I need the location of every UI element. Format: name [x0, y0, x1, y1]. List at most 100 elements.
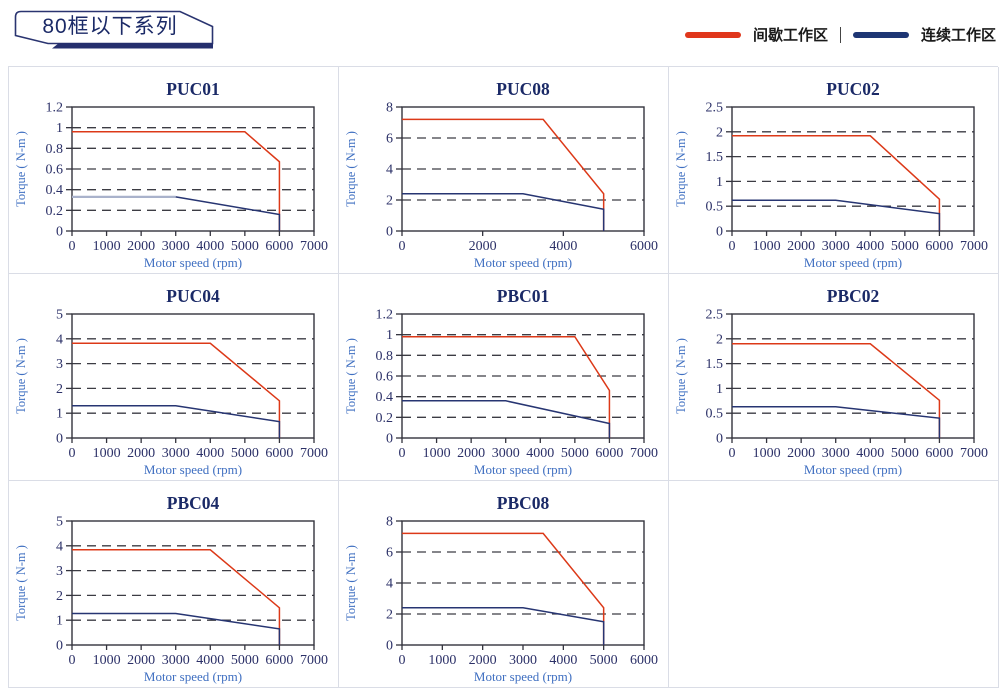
x-tick-label: 6000	[265, 653, 293, 668]
x-tick-label: 2000	[787, 446, 815, 461]
y-tick-label: 1.5	[706, 150, 724, 165]
series-badge: 80框以下系列	[14, 10, 214, 50]
y-tick-label: 2	[716, 332, 723, 347]
x-axis-label: Motor speed (rpm)	[144, 462, 242, 477]
x-tick-label: 7000	[300, 653, 328, 668]
x-axis-label: Motor speed (rpm)	[804, 255, 902, 270]
chart-puc04: PUC04 0 1 2 3 4 5 0 1000 2000 3000 4000 5000 6000 7000…	[9, 274, 338, 480]
y-tick-label: 0	[386, 225, 393, 240]
chart-title: PUC01	[166, 79, 219, 99]
x-tick-label: 2000	[469, 239, 497, 254]
x-axis-label: Motor speed (rpm)	[804, 462, 902, 477]
x-tick-label: 0	[729, 239, 736, 254]
y-tick-label: 0	[386, 639, 393, 654]
empty-grid-cell	[669, 481, 999, 688]
series-navy	[402, 193, 605, 231]
series-navy	[72, 405, 281, 438]
series-navy	[402, 400, 611, 438]
series-red	[402, 118, 605, 231]
x-tick-label: 0	[399, 239, 406, 254]
y-tick-label: 1	[386, 328, 393, 343]
y-tick-label: 4	[386, 163, 393, 178]
top-bar: 80框以下系列 间歇工作区 连续工作区	[0, 0, 1006, 66]
chart-cell-pbc01: PBC01 0 0.2 0.4 0.6 0.8 1 1.2 0 1000 2000 3000 4000 5…	[339, 274, 669, 481]
y-axis-label: Torque ( N-m )	[344, 338, 358, 414]
y-tick-label: 0.4	[376, 390, 394, 405]
x-tick-label: 3000	[162, 446, 190, 461]
y-tick-label: 1	[56, 121, 63, 136]
x-tick-label: 5000	[231, 239, 259, 254]
y-tick-label: 0.8	[376, 349, 394, 364]
y-tick-label: 4	[56, 539, 63, 554]
chart-title: PUC08	[496, 79, 550, 99]
y-tick-label: 0	[56, 432, 63, 447]
y-tick-label: 1	[56, 407, 63, 422]
intermittent-zone-label: 间歇工作区	[752, 27, 828, 44]
x-tick-label: 1000	[753, 446, 781, 461]
series-red	[402, 335, 611, 438]
chart-pbc01: PBC01 0 0.2 0.4 0.6 0.8 1 1.2 0 1000 2000 3000 4000 5…	[339, 274, 668, 480]
x-tick-label: 4000	[549, 239, 577, 254]
x-tick-label: 5000	[231, 653, 259, 668]
x-tick-label: 0	[69, 239, 76, 254]
y-tick-label: 0	[56, 225, 63, 240]
x-tick-label: 1000	[423, 446, 451, 461]
x-tick-label: 6000	[630, 653, 658, 668]
y-tick-label: 1	[56, 614, 63, 629]
x-tick-label: 4000	[856, 239, 884, 254]
chart-pbc02: PBC02 0 0.5 1 1.5 2 2.5 0 1000 2000 3000 4000 5000 60…	[669, 274, 998, 480]
chart-title: PUC02	[826, 79, 879, 99]
x-tick-label: 0	[399, 446, 406, 461]
chart-cell-puc04: PUC04 0 1 2 3 4 5 0 1000 2000 3000 4000 5000 6000 7000…	[9, 274, 339, 481]
series-navy	[72, 612, 281, 645]
chart-grid: PUC01 0 0.2 0.4 0.6 0.8 1 1.2 0 1000 2000 3000 4000 5…	[8, 66, 999, 688]
x-tick-label: 0	[69, 446, 76, 461]
series-navy	[732, 199, 941, 231]
x-tick-label: 0	[729, 446, 736, 461]
x-tick-label: 5000	[590, 653, 618, 668]
x-tick-label: 3000	[162, 653, 190, 668]
chart-cell-puc08: PUC08 0 2 4 6 8 0 2000 4000 6000 Motor speed (rpm)…	[339, 67, 669, 274]
x-tick-label: 6000	[265, 239, 293, 254]
y-tick-label: 4	[386, 577, 393, 592]
x-tick-label: 5000	[231, 446, 259, 461]
x-tick-label: 2000	[127, 653, 155, 668]
x-tick-label: 4000	[856, 446, 884, 461]
y-tick-label: 6	[386, 546, 393, 561]
x-tick-label: 1000	[93, 446, 121, 461]
y-tick-label: 0.8	[46, 142, 64, 157]
chart-cell-puc02: PUC02 0 0.5 1 1.5 2 2.5 0 1000 2000 3000 4000 5000 60…	[669, 67, 999, 274]
x-axis-label: Motor speed (rpm)	[474, 669, 572, 684]
x-tick-label: 2000	[469, 653, 497, 668]
x-tick-label: 0	[69, 653, 76, 668]
x-tick-label: 4000	[549, 653, 577, 668]
y-tick-label: 1	[716, 382, 723, 397]
y-tick-label: 0.2	[376, 411, 394, 426]
x-tick-label: 4000	[196, 239, 224, 254]
chart-svg-pbc01: PBC01 0 0.2 0.4 0.6 0.8 1 1.2 0 1000 2000 3000 4000 5…	[344, 286, 658, 477]
x-axis-label: Motor speed (rpm)	[474, 255, 572, 270]
y-tick-label: 2	[56, 382, 63, 397]
chart-cell-pbc04: PBC04 0 1 2 3 4 5 0 1000 2000 3000 4000 5000 6000 7000…	[9, 481, 339, 688]
x-tick-label: 5000	[561, 446, 589, 461]
y-tick-label: 0	[716, 225, 723, 240]
x-tick-label: 6000	[925, 239, 953, 254]
legend-separator	[839, 26, 841, 43]
y-axis-label: Torque ( N-m )	[344, 131, 358, 207]
y-tick-label: 8	[386, 515, 393, 530]
x-tick-label: 7000	[960, 239, 988, 254]
x-tick-label: 2000	[127, 239, 155, 254]
chart-title: PBC08	[497, 493, 550, 513]
y-tick-label: 2.5	[706, 101, 724, 116]
y-axis-label: Torque ( N-m )	[674, 131, 688, 207]
chart-svg-pbc08: PBC08 0 2 4 6 8 0 1000 2000 3000 4000 5000 6000 Motor…	[344, 493, 658, 684]
chart-title: PBC02	[827, 286, 880, 306]
chart-puc08: PUC08 0 2 4 6 8 0 2000 4000 6000 Motor speed (rpm)…	[339, 67, 668, 273]
x-tick-label: 2000	[457, 446, 485, 461]
y-tick-label: 3	[56, 564, 63, 579]
continuous-zone-swatch	[852, 31, 909, 38]
chart-cell-pbc02: PBC02 0 0.5 1 1.5 2 2.5 0 1000 2000 3000 4000 5000 60…	[669, 274, 999, 481]
series-badge-label: 80框以下系列	[42, 15, 178, 38]
chart-title: PBC01	[497, 286, 550, 306]
